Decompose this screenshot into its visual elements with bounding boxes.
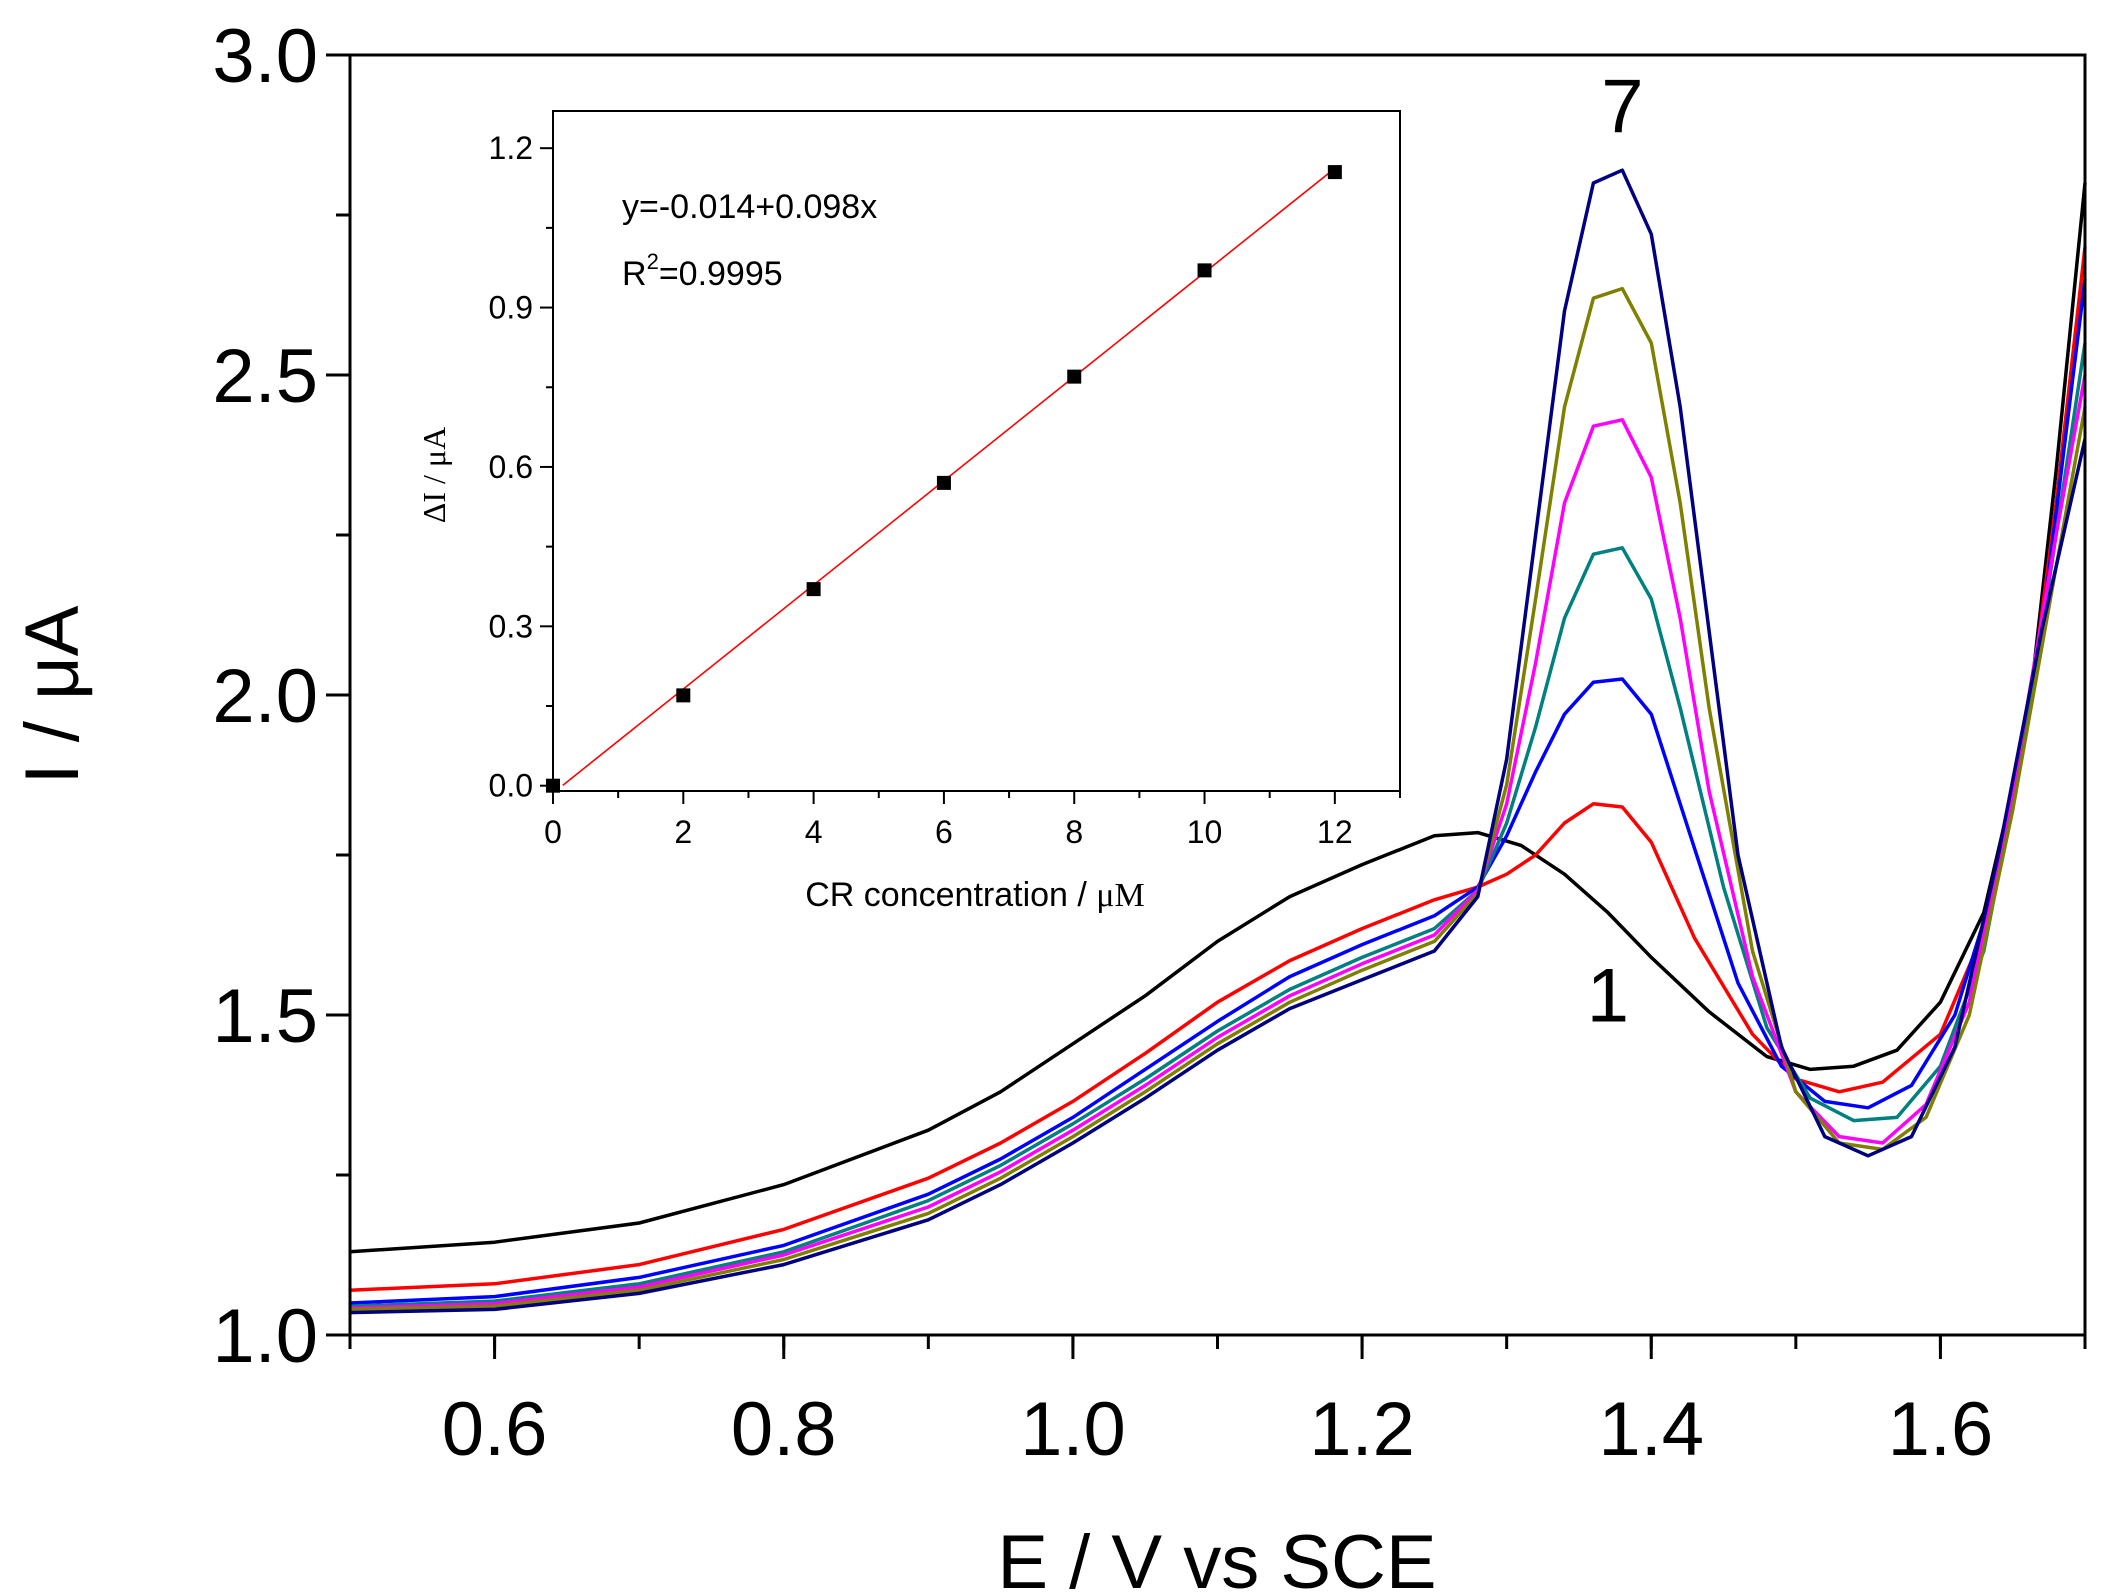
inset-x-tick-label: 10 — [1187, 814, 1223, 850]
curve-4 — [349, 342, 2087, 1308]
inset-x-tick-label: 6 — [935, 814, 953, 850]
main-x-tick-label: 1.4 — [1598, 1387, 1704, 1472]
main-y-tick-label: 2.0 — [212, 654, 318, 739]
inset-y-tick-label: 1.2 — [489, 130, 533, 166]
inset-data-point — [936, 475, 951, 490]
inset-x-tick-label: 0 — [544, 814, 562, 850]
inset-data-point — [1197, 263, 1212, 278]
curve-6 — [349, 286, 2087, 1312]
main-ticks: 0.6 0.8 1.0 1.2 1.4 1.6 1.0 1.5 2.0 2.5 3.0 — [212, 14, 2087, 1472]
inset-data-point — [806, 582, 821, 597]
inset-y-axis-label: ΔI / μA — [416, 427, 452, 523]
main-x-axis-label: E / V vs SCE — [997, 1520, 1436, 1596]
main-x-tick-label: 1.6 — [1888, 1387, 1994, 1472]
inset-x-tick-label: 8 — [1065, 814, 1083, 850]
inset-plot: 0 2 4 6 8 10 12 0.0 0.3 0.6 0.9 1.2 y=-0.014+0.098x… — [416, 110, 1401, 914]
curve-1 — [349, 182, 2087, 1254]
main-curves — [349, 168, 2087, 1315]
inset-data-point — [676, 688, 691, 703]
inset-r2-value: =0.9995 — [659, 255, 783, 293]
inset-y-tick-label: 0.9 — [489, 290, 533, 326]
curve-3 — [349, 278, 2087, 1305]
main-y-tick-label: 1.5 — [212, 974, 318, 1059]
inset-y-tick-label: 0.0 — [489, 768, 533, 804]
curve-2 — [349, 246, 2087, 1292]
main-y-axis-label: I / μA — [10, 605, 95, 784]
main-plot: 0.6 0.8 1.0 1.2 1.4 1.6 1.0 1.5 2.0 2.5 3.0 E / V … — [10, 14, 2087, 1596]
main-x-tick-label: 0.6 — [442, 1387, 548, 1472]
curve-7 — [349, 168, 2087, 1315]
inset-x-axis-label: CR concentration / μM — [805, 876, 1145, 914]
inset-x-tick-label: 12 — [1317, 814, 1353, 850]
inset-x-axis-unit: μM — [1096, 877, 1144, 914]
inset-plot-frame — [552, 110, 1401, 792]
inset-r2-sup: 2 — [647, 249, 659, 274]
inset-y-tick-label: 0.3 — [489, 608, 533, 644]
inset-data-point — [546, 778, 560, 793]
main-y-tick-label: 2.5 — [212, 334, 318, 419]
curve-annotation-7: 7 — [1601, 64, 1643, 149]
curve-5 — [349, 374, 2087, 1310]
main-y-tick-label: 1.0 — [212, 1294, 318, 1379]
inset-y-tick-label: 0.6 — [489, 449, 533, 485]
main-x-tick-label: 1.2 — [1309, 1387, 1415, 1472]
inset-ticks: 0 2 4 6 8 10 12 0.0 0.3 0.6 0.9 1.2 — [489, 130, 1401, 850]
inset-data-point — [1067, 369, 1082, 384]
inset-x-tick-label: 4 — [805, 814, 823, 850]
inset-data-point — [1327, 165, 1342, 180]
inset-r2-prefix: R — [622, 255, 647, 293]
inset-x-tick-label: 2 — [674, 814, 692, 850]
main-y-tick-label: 3.0 — [212, 14, 318, 99]
main-annotations: 71 — [1587, 64, 1644, 1039]
inset-equation: y=-0.014+0.098x — [622, 188, 877, 226]
main-x-tick-label: 1.0 — [1020, 1387, 1126, 1472]
inset-x-axis-label-text: CR concentration / — [805, 876, 1096, 914]
inset-r-squared: R2=0.9995 — [622, 249, 783, 293]
main-x-tick-label: 0.8 — [731, 1387, 837, 1472]
inset-points — [546, 165, 1342, 793]
curve-annotation-1: 1 — [1587, 953, 1629, 1038]
